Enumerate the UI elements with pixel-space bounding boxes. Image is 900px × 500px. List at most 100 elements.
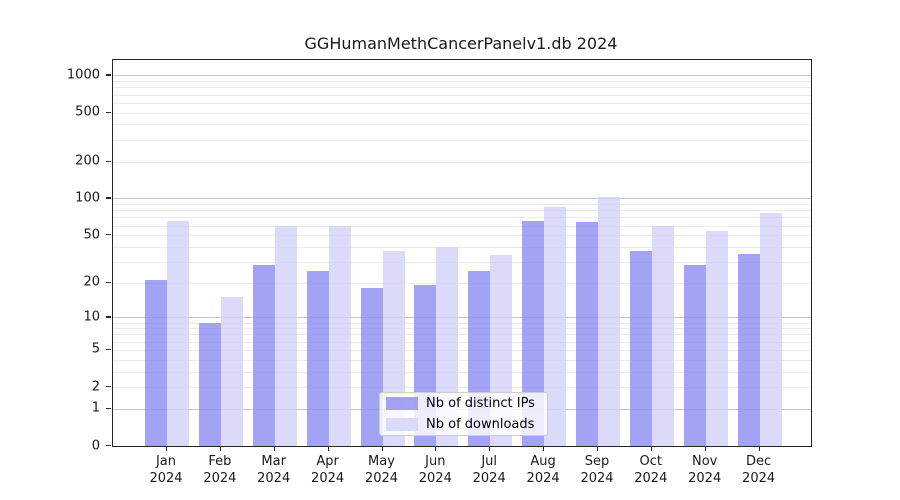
gridline-major-10: [113, 317, 811, 319]
bar-nb-of-downloads-dec: [759, 213, 782, 446]
y-tick-label-10: 10: [83, 309, 100, 325]
y-tick-label-20: 20: [83, 274, 100, 290]
x-tick-label-jun: Jun 2024: [418, 454, 452, 486]
y-tick-label-50: 50: [83, 227, 100, 243]
gridline-major-100: [113, 198, 811, 200]
y-tick-label-1000: 1000: [66, 67, 100, 83]
gridline-minor-70: [113, 217, 811, 219]
x-tick-label-jul: Jul 2024: [472, 454, 506, 486]
legend-label-downloads: Nb of downloads: [426, 417, 535, 432]
y-tick-mark-50: [106, 234, 111, 236]
y-tick-mark-1: [106, 407, 111, 409]
y-tick-mark-1000: [106, 74, 111, 76]
y-tick-mark-500: [106, 111, 111, 113]
gridline-minor-7: [113, 334, 811, 336]
y-tick-mark-200: [106, 160, 111, 162]
x-tick-label-jan: Jan 2024: [149, 454, 183, 486]
gridline-minor-60: [113, 225, 811, 227]
y-tick-mark-10: [106, 316, 111, 318]
x-tick-mark-feb: [219, 446, 222, 451]
x-tick-mark-may: [381, 446, 383, 451]
x-tick-mark-oct: [650, 446, 652, 451]
gridline-minor-5: [113, 349, 811, 351]
bar-nb-of-distinct-ips-dec: [737, 253, 760, 446]
y-tick-label-0: 0: [91, 438, 100, 453]
gridline-minor-200: [113, 161, 811, 163]
y-tick-mark-20: [106, 281, 111, 283]
bar-nb-of-downloads-feb: [220, 297, 243, 446]
bar-nb-of-downloads-nov: [705, 231, 728, 446]
gridline-minor-8: [113, 328, 811, 330]
x-tick-mark-jun: [435, 446, 437, 451]
gridline-minor-9: [113, 322, 811, 324]
gridline-minor-600: [113, 102, 811, 104]
bar-nb-of-distinct-ips-apr: [306, 271, 329, 446]
x-tick-mark-apr: [327, 446, 329, 451]
gridline-minor-300: [113, 139, 811, 141]
bar-nb-of-downloads-apr: [328, 226, 351, 446]
gridline-minor-40: [113, 246, 811, 248]
x-tick-mark-jul: [489, 446, 491, 451]
legend-swatch-distinct-ips: [386, 397, 418, 410]
y-tick-label-2: 2: [91, 379, 100, 395]
x-tick-label-may: May 2024: [364, 454, 399, 486]
bar-nb-of-distinct-ips-sep: [576, 222, 598, 446]
gridline-minor-80: [113, 210, 811, 212]
gridline-minor-6: [113, 341, 811, 343]
y-tick-mark-100: [106, 197, 111, 199]
grid-layer: [113, 60, 811, 446]
y-tick-mark-5: [106, 348, 111, 351]
legend-label-distinct-ips: Nb of distinct IPs: [426, 396, 535, 411]
gridline-minor-3: [113, 371, 811, 373]
x-tick-label-aug: Aug 2024: [526, 454, 560, 486]
y-tick-label-5: 5: [91, 341, 100, 357]
bar-nb-of-distinct-ips-feb: [198, 322, 221, 446]
bar-nb-of-downloads-sep: [598, 196, 620, 446]
x-tick-label-feb: Feb 2024: [203, 454, 237, 486]
x-tick-label-apr: Apr 2024: [311, 454, 345, 486]
gridline-major-1000: [113, 75, 811, 77]
x-tick-label-nov: Nov 2024: [688, 454, 722, 486]
legend: Nb of distinct IPs Nb of downloads: [379, 392, 548, 436]
bar-layer: [113, 60, 811, 446]
x-tick-mark-jan: [166, 446, 168, 451]
gridline-minor-700: [113, 94, 811, 96]
bar-nb-of-distinct-ips-aug: [522, 221, 545, 446]
y-tick-mark-0: [106, 445, 111, 447]
gridline-minor-400: [113, 124, 811, 126]
gridline-minor-50: [113, 235, 811, 237]
y-tick-mark-2: [106, 386, 111, 388]
y-tick-label-100: 100: [75, 190, 100, 206]
y-tick-label-1: 1: [91, 400, 100, 416]
x-tick-mark-nov: [704, 446, 706, 451]
bar-nb-of-downloads-jan: [167, 221, 189, 446]
bar-nb-of-downloads-oct: [651, 225, 674, 446]
bar-nb-of-distinct-ips-nov: [683, 265, 706, 446]
x-tick-label-sep: Sep 2024: [580, 454, 614, 486]
gridline-minor-900: [113, 81, 811, 82]
bar-nb-of-distinct-ips-jan: [145, 280, 167, 446]
bar-nb-of-downloads-mar: [274, 226, 297, 446]
plot-area: [112, 59, 812, 447]
x-tick-mark-dec: [758, 446, 760, 451]
gridline-minor-30: [113, 261, 811, 263]
y-tick-label-500: 500: [75, 104, 100, 120]
x-tick-mark-sep: [597, 446, 599, 451]
bar-nb-of-distinct-ips-oct: [629, 250, 652, 446]
gridline-minor-4: [113, 359, 811, 361]
x-tick-label-oct: Oct 2024: [634, 454, 668, 486]
y-tick-label-200: 200: [75, 153, 100, 169]
x-tick-mark-mar: [273, 446, 275, 451]
x-tick-label-mar: Mar 2024: [257, 454, 291, 486]
legend-row-distinct-ips: Nb of distinct IPs: [386, 396, 539, 411]
gridline-minor-20: [113, 282, 811, 284]
bar-nb-of-distinct-ips-may: [360, 288, 383, 446]
bar-nb-of-downloads-aug: [544, 207, 567, 446]
gridline-minor-2: [113, 387, 811, 389]
bar-nb-of-distinct-ips-mar: [252, 265, 275, 446]
x-tick-label-dec: Dec 2024: [742, 454, 776, 486]
chart-title: GGHumanMethCancerPanelv1.db 2024: [304, 34, 618, 53]
gridline-minor-800: [113, 87, 811, 89]
legend-swatch-downloads: [386, 418, 418, 431]
